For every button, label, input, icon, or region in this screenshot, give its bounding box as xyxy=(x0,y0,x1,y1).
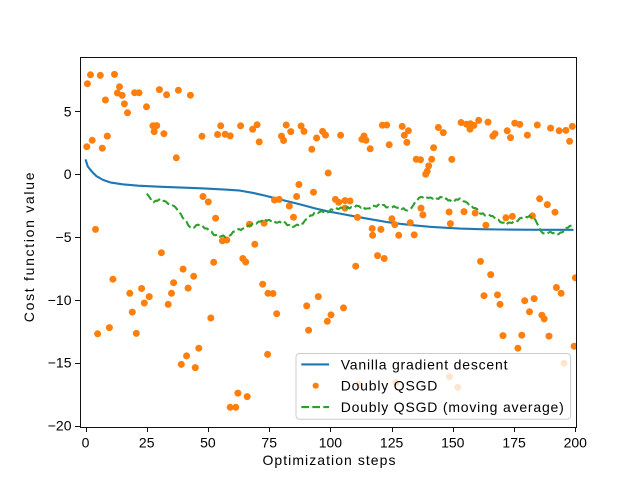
svg-text:−20: −20 xyxy=(48,418,72,434)
svg-text:200: 200 xyxy=(564,435,588,451)
svg-text:125: 125 xyxy=(380,435,404,451)
svg-text:100: 100 xyxy=(319,435,343,451)
svg-text:50: 50 xyxy=(200,435,216,451)
svg-text:5: 5 xyxy=(64,103,72,119)
svg-text:Cost function value: Cost function value xyxy=(21,171,37,322)
svg-text:Doubly QSGD (moving average): Doubly QSGD (moving average) xyxy=(341,399,565,415)
svg-text:Doubly QSGD: Doubly QSGD xyxy=(341,378,439,394)
svg-text:175: 175 xyxy=(502,435,526,451)
svg-text:25: 25 xyxy=(139,435,155,451)
svg-text:0: 0 xyxy=(64,166,72,182)
svg-text:Vanilla gradient descent: Vanilla gradient descent xyxy=(341,356,509,372)
svg-text:0: 0 xyxy=(82,435,90,451)
svg-text:−5: −5 xyxy=(56,229,72,245)
svg-text:−10: −10 xyxy=(48,292,72,308)
svg-text:−15: −15 xyxy=(48,355,72,371)
svg-text:150: 150 xyxy=(441,435,465,451)
svg-text:Optimization steps: Optimization steps xyxy=(262,452,396,468)
svg-text:75: 75 xyxy=(261,435,277,451)
